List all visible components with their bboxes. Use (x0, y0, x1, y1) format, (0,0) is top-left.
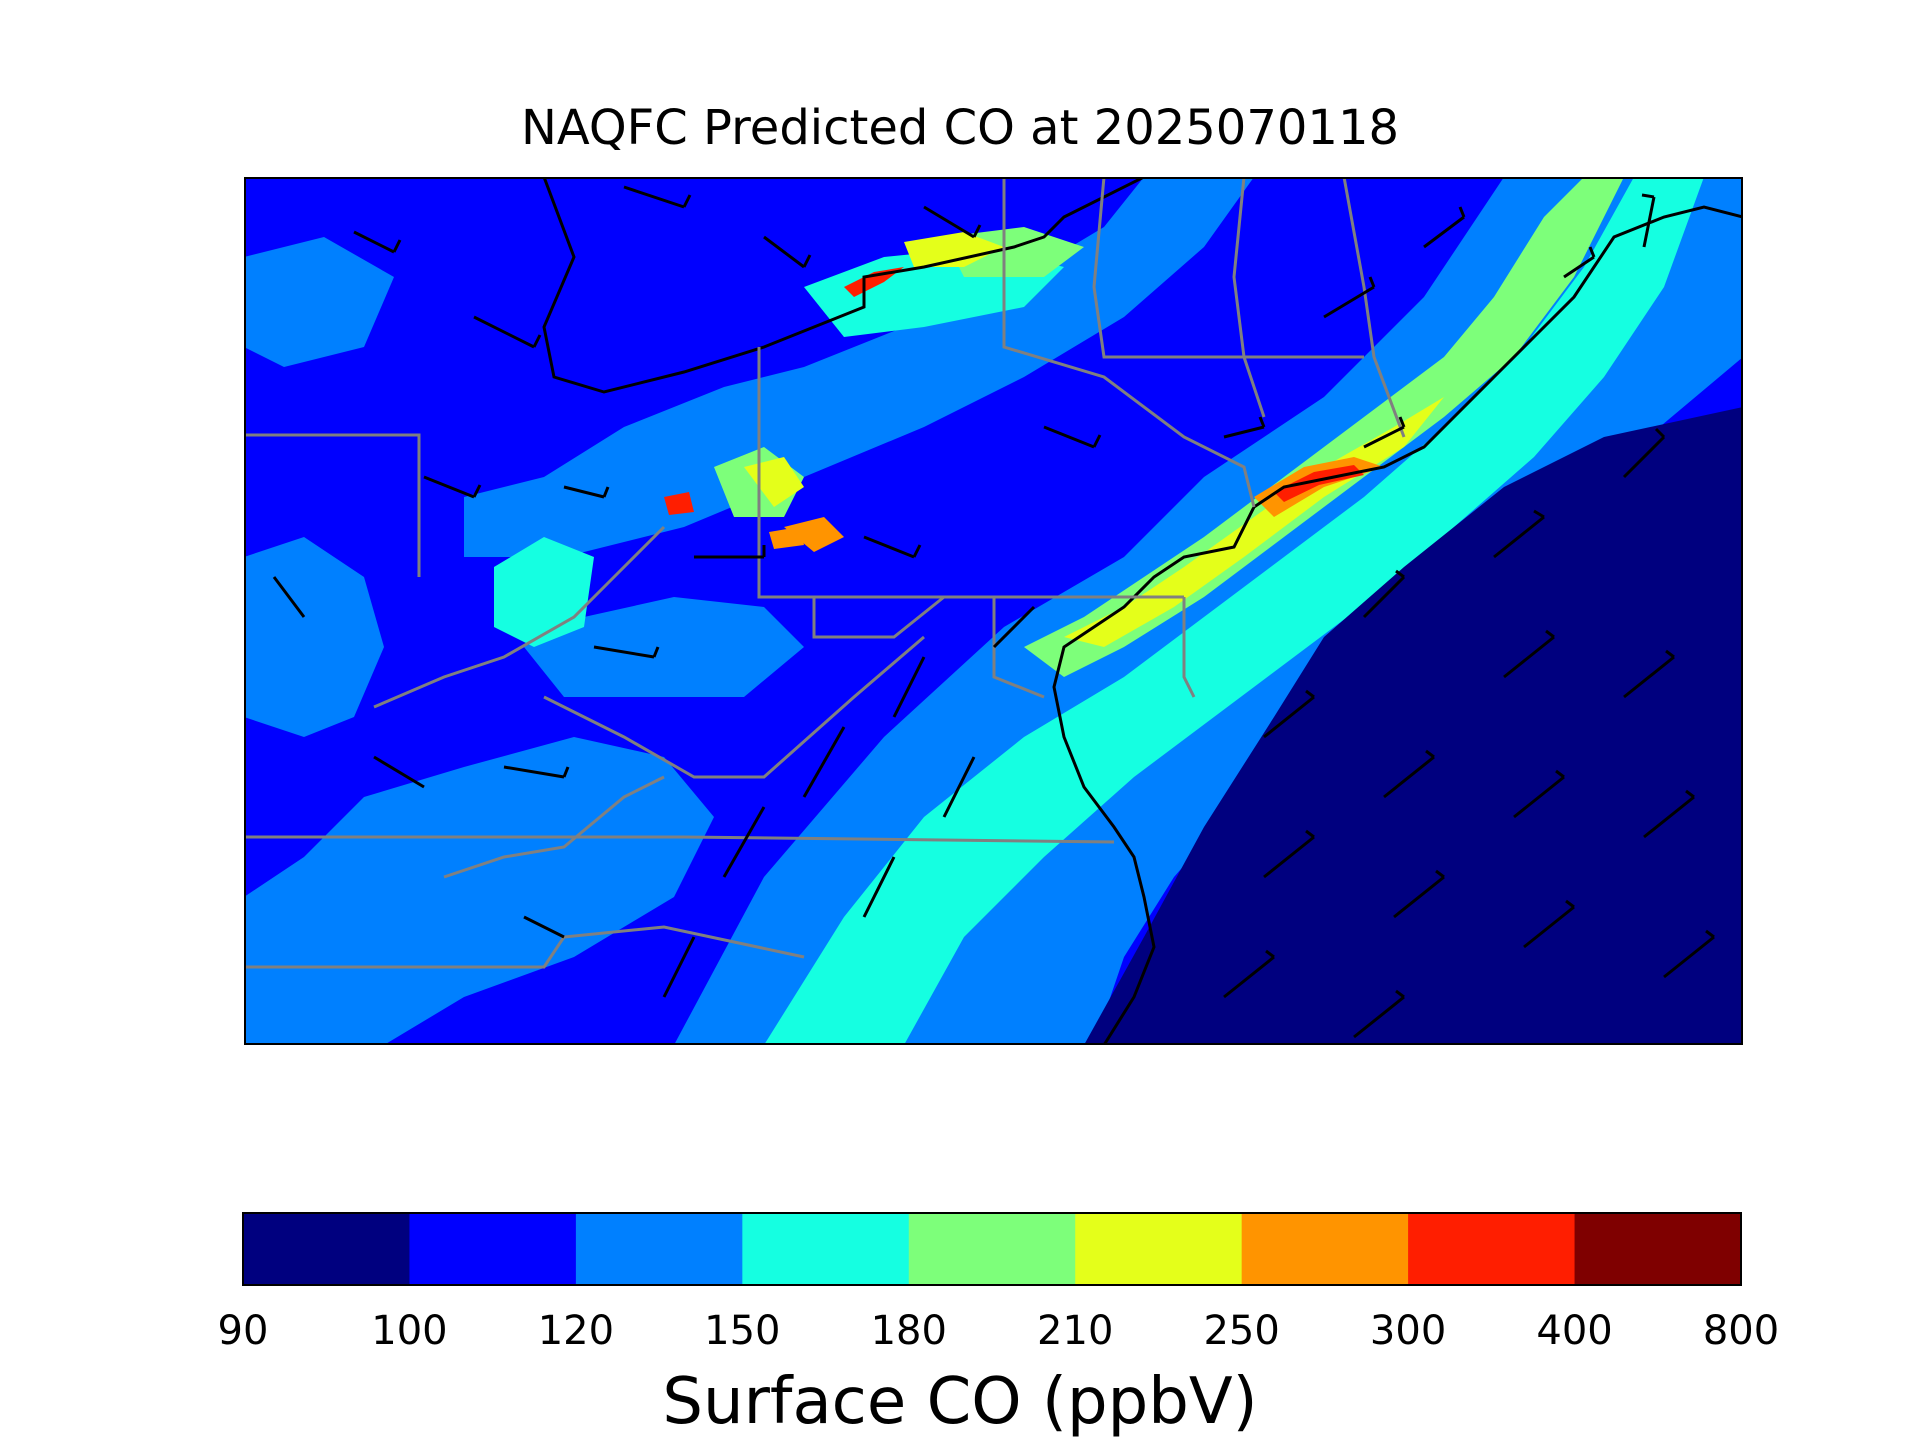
wind-barbs (272, 185, 1715, 1039)
co-yellow-north (904, 232, 1004, 267)
colorbar-bin-400-800 (1574, 1213, 1742, 1285)
colorbar-tick-label: 250 (1203, 1308, 1280, 1354)
colorbar-tick-label: 210 (1037, 1308, 1114, 1354)
colorbar-tick-label: 120 (537, 1308, 615, 1354)
colorbar-bin-180-210 (908, 1213, 1076, 1285)
colorbar-tick-label: 150 (704, 1308, 781, 1354)
co-red-north (844, 267, 904, 297)
colorbar-bin-300-400 (1408, 1213, 1576, 1285)
co-orange-spot (784, 517, 844, 552)
co-band-150-180 (764, 177, 1704, 1045)
colorbar-bin-90-100 (243, 1213, 410, 1285)
colorbar-tick-label: 100 (371, 1308, 448, 1354)
lake-shoreline (542, 177, 1145, 394)
colorbar-bin-150-180 (742, 1213, 910, 1285)
colorbar-tick-label: 300 (1369, 1308, 1447, 1354)
colorbar-tick-label: 180 (870, 1308, 947, 1354)
colorbar-bin-210-250 (1075, 1213, 1243, 1285)
colorbar-bin-250-300 (1241, 1213, 1409, 1285)
co-red-pa (664, 492, 694, 515)
colorbar (242, 1212, 1742, 1286)
coastline (1052, 205, 1743, 1045)
colorbar-tick-label: 800 (1702, 1308, 1780, 1354)
co-top-left (244, 237, 394, 367)
colorbar-tick-label: 90 (217, 1308, 269, 1354)
colorbar-bin-120-150 (575, 1213, 743, 1285)
map-title: NAQFC Predicted CO at 2025070118 (520, 100, 1400, 156)
colorbar-bin-100-120 (409, 1213, 577, 1285)
co-orange-pa (769, 527, 804, 549)
colorbar-label: Surface CO (ppbV) (662, 1365, 1258, 1439)
colorbar-frame (242, 1212, 1742, 1286)
co-map (244, 177, 1743, 1045)
colorbar-tick-label: 400 (1536, 1308, 1613, 1354)
co-mid-patches (524, 597, 804, 697)
ocean-low-co (1084, 407, 1743, 1045)
state-borders (244, 177, 1406, 969)
map-frame (244, 177, 1743, 1045)
co-west-patches (244, 537, 384, 737)
